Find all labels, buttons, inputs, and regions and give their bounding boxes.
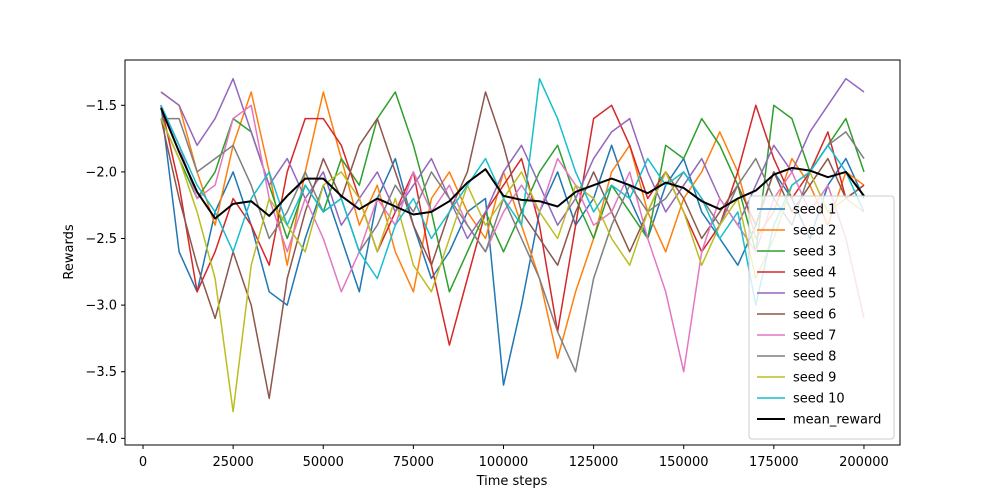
x-tick-label: 125000: [569, 455, 619, 470]
x-tick-label: 100000: [479, 455, 529, 470]
x-axis: 0 25000 50000 75000 100000 125000 150000 175000…: [139, 445, 889, 470]
y-axis: −4.0 −3.5 −3.0 −2.5 −2.0 −1.5: [85, 99, 125, 447]
plot-frame: [124, 59, 901, 446]
y-tick-label: −4.0: [85, 432, 117, 447]
legend-label: seed 3: [793, 245, 836, 260]
y-tick-label: −2.5: [85, 232, 117, 247]
series-line-mean-reward: [160, 107, 865, 220]
legend-label: mean_reward: [793, 413, 881, 428]
legend-label: seed 7: [793, 329, 836, 344]
legend-label: seed 8: [793, 350, 836, 365]
legend-box: [748, 195, 895, 440]
x-tick-label: 0: [139, 455, 147, 470]
legend-label: seed 2: [793, 224, 836, 239]
legend: seed 1 seed 2 seed 3 seed 4 seed 5 seed 6 seed…: [748, 195, 895, 440]
legend-label: seed 1: [793, 203, 836, 218]
series-line-seed-4: [160, 104, 865, 346]
x-axis-label: Time steps: [476, 474, 548, 489]
series-line-seed-9: [160, 118, 865, 413]
legend-label: seed 4: [793, 266, 836, 281]
x-tick-label: 75000: [393, 455, 434, 470]
legend-label: seed 9: [793, 371, 836, 386]
y-tick-label: −3.5: [85, 365, 117, 380]
x-tick-label: 200000: [839, 455, 889, 470]
series-line-seed-6: [160, 91, 865, 400]
y-axis-label: Rewards: [62, 224, 77, 279]
series-line-seed-10: [160, 77, 865, 306]
legend-label: seed 10: [793, 392, 845, 407]
legend-label: seed 6: [793, 308, 836, 323]
y-tick-label: −1.5: [85, 99, 117, 114]
x-tick-label: 150000: [659, 455, 709, 470]
legend-label: seed 5: [793, 287, 836, 302]
x-tick-label: 25000: [212, 455, 253, 470]
series-layer: [160, 77, 865, 413]
series-line-seed-1: [160, 105, 865, 386]
series-line-seed-8: [161, 117, 865, 373]
y-tick-label: −3.0: [85, 299, 117, 314]
y-tick-label: −2.0: [85, 165, 117, 180]
x-tick-label: 50000: [303, 455, 344, 470]
x-tick-label: 175000: [749, 455, 799, 470]
